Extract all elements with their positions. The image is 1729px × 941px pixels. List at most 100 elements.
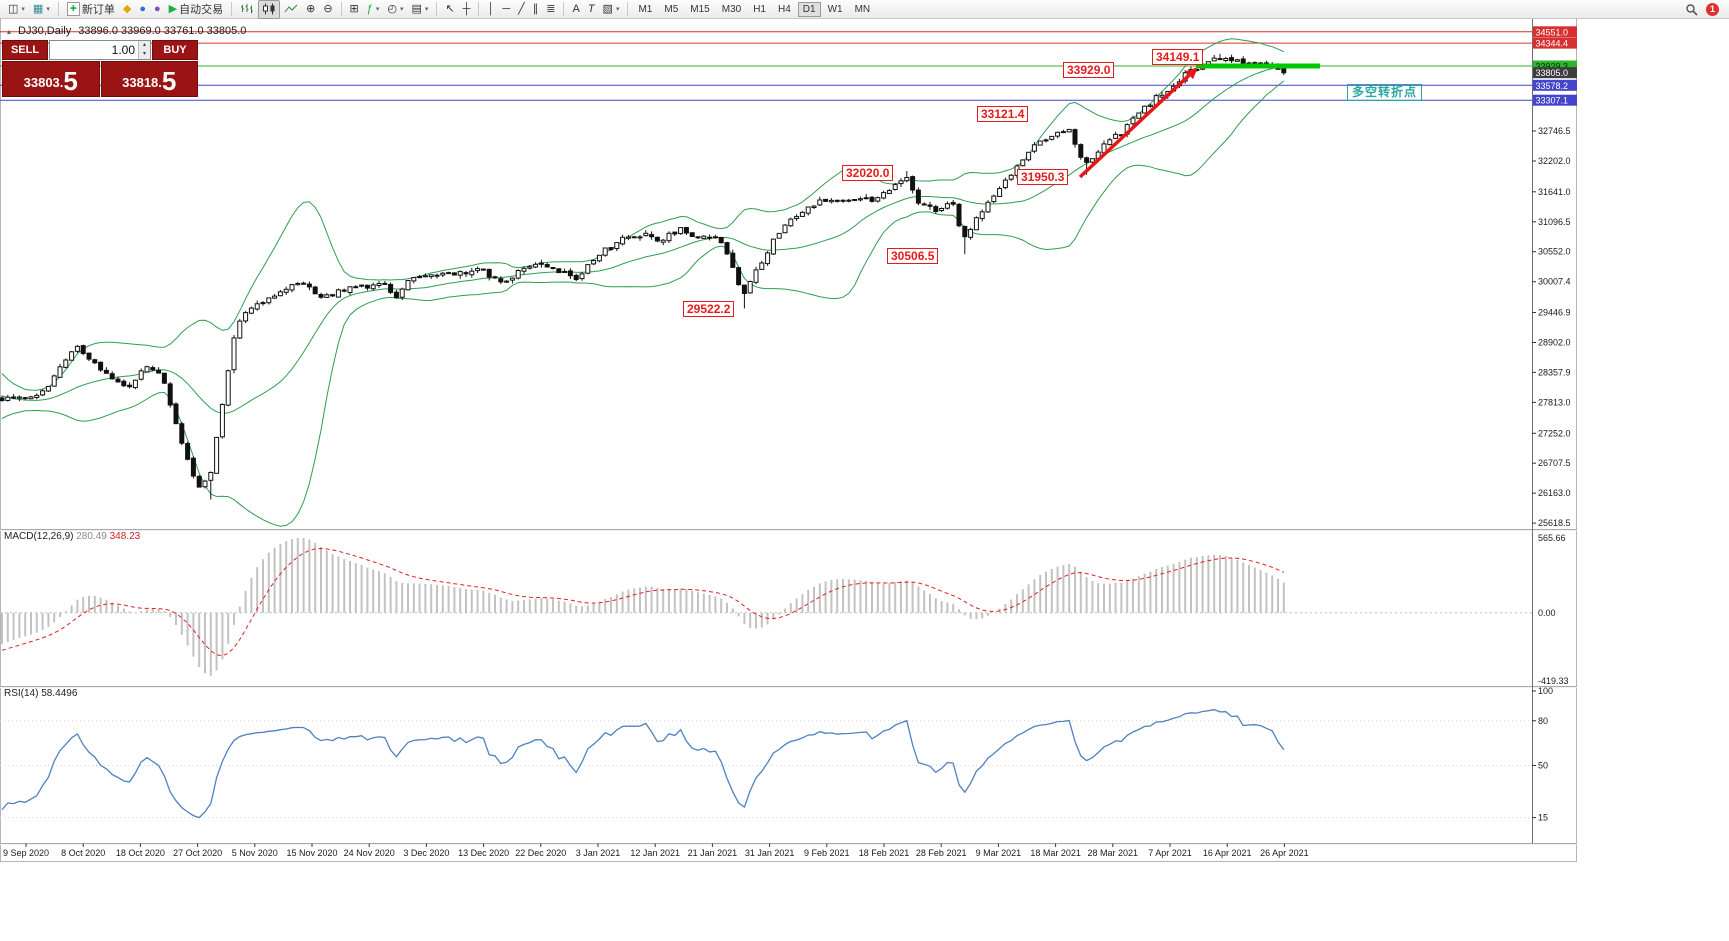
- zoom-in-button[interactable]: ⊕: [302, 0, 319, 19]
- macd-name: MACD(12,26,9): [4, 531, 74, 542]
- buy-button[interactable]: BUY: [152, 40, 198, 60]
- macd-label: MACD(12,26,9) 280.49 348.23: [4, 531, 140, 542]
- date-label: 5 Nov 2020: [232, 848, 278, 858]
- price-tick-label: 32746.5: [1538, 126, 1571, 136]
- buy-price[interactable]: 33818. 5: [100, 61, 198, 97]
- timeframe-h4-button[interactable]: H4: [777, 3, 791, 15]
- dropdown-icon: ▾: [46, 6, 50, 13]
- text-button[interactable]: A: [568, 0, 583, 19]
- main-pane: [0, 38, 1320, 527]
- price-annotation: 33121.4: [977, 106, 1029, 122]
- axis-price-label: 33578.2: [1536, 81, 1569, 91]
- price-annotation: 32020.0: [842, 165, 894, 181]
- new-chart-button[interactable]: ◫ ▾: [4, 0, 29, 19]
- chart-symbol-period: DJ30,Daily: [18, 25, 72, 37]
- cursor-icon: ↖: [445, 2, 455, 15]
- new-chart-icon: ◫: [8, 2, 19, 15]
- price-tick-label: 28357.9: [1538, 367, 1571, 377]
- fibonacci-button[interactable]: ≣: [542, 0, 559, 19]
- metaeditor-button[interactable]: ◆: [119, 0, 135, 19]
- date-label: 3 Jan 2021: [576, 848, 621, 858]
- toolbar-separator: [627, 2, 629, 16]
- metaeditor-icon: ◆: [122, 2, 132, 15]
- candlestick-chart-button[interactable]: [258, 0, 281, 19]
- timeframe-m30-button[interactable]: M30: [721, 3, 742, 15]
- notifications-badge[interactable]: 1: [1706, 2, 1719, 16]
- candles-layer: [0, 53, 1287, 500]
- macd-value-signal: 348.23: [109, 531, 141, 542]
- sell-button[interactable]: SELL: [2, 40, 48, 60]
- indicators-button[interactable]: ƒ ▾: [363, 0, 384, 19]
- line-chart-button[interactable]: [280, 0, 302, 19]
- profiles-icon: ▦: [32, 2, 44, 15]
- timeframe-group: M1 M5 M15 M30 H1 H4 D1 W1 MN: [632, 1, 876, 17]
- market-watch-icon: ●: [139, 2, 146, 15]
- crosshair-icon: ┼: [462, 2, 471, 15]
- new-order-button[interactable]: ✚ 新订单: [63, 0, 119, 19]
- axis-price-label: 34344.4: [1536, 39, 1569, 49]
- search-button[interactable]: [1681, 0, 1702, 19]
- fibonacci-icon: ≣: [546, 2, 556, 15]
- templates-button[interactable]: ▤ ▾: [408, 0, 433, 19]
- buy-price-head: 33818.: [122, 75, 162, 90]
- zoom-out-button[interactable]: ⊖: [319, 0, 336, 19]
- autotrading-button[interactable]: ▶ 自动交易: [165, 0, 227, 19]
- rsi-name: RSI(14): [4, 688, 39, 699]
- panel-toggle-icon[interactable]: ▴: [7, 26, 12, 36]
- horizontal-line-button[interactable]: ─: [498, 0, 514, 19]
- volume-decrease-button[interactable]: ▾: [139, 50, 150, 59]
- horizontal-line-icon: ─: [502, 2, 511, 15]
- tile-windows-icon: ⊞: [349, 2, 359, 15]
- shapes-button[interactable]: ▧ ▾: [599, 0, 624, 19]
- templates-icon: ▤: [411, 2, 422, 15]
- tile-windows-button[interactable]: ⊞: [346, 0, 363, 19]
- bollinger-lower-band: [1, 80, 1285, 527]
- price-tick-label: 26707.5: [1538, 458, 1571, 468]
- price-annotation: 29522.2: [683, 301, 735, 317]
- price-tick-label: 32202.0: [1538, 156, 1571, 166]
- note-annotation: 多空转折点: [1347, 84, 1423, 101]
- zoom-out-icon: ⊖: [323, 2, 333, 15]
- profiles-button[interactable]: ▦ ▾: [29, 0, 54, 19]
- date-label: 28 Mar 2021: [1088, 848, 1139, 858]
- vertical-line-button[interactable]: │: [483, 0, 498, 19]
- date-label: 26 Apr 2021: [1260, 848, 1309, 858]
- zoom-in-icon: ⊕: [306, 2, 316, 15]
- timeframe-m1-button[interactable]: M1: [638, 3, 653, 15]
- date-label: 9 Mar 2021: [976, 848, 1022, 858]
- timeframe-m5-button[interactable]: M5: [664, 3, 679, 15]
- date-label: 18 Oct 2020: [116, 848, 165, 858]
- market-watch-button[interactable]: ●: [135, 0, 150, 19]
- dropdown-icon: ▾: [21, 6, 25, 13]
- indicators-icon: ƒ: [366, 2, 373, 15]
- channel-button[interactable]: ∥: [529, 0, 543, 19]
- timeframe-d1-button[interactable]: D1: [797, 1, 821, 17]
- periods-button[interactable]: ◴ ▾: [383, 0, 407, 19]
- timeframe-h1-button[interactable]: H1: [753, 3, 766, 15]
- trend-arrow-head: [1185, 67, 1198, 80]
- timeframe-mn-button[interactable]: MN: [854, 3, 871, 15]
- date-label: 3 Dec 2020: [403, 848, 449, 858]
- trendline-button[interactable]: ╱: [514, 0, 529, 19]
- timeframe-m15-button[interactable]: M15: [690, 3, 710, 15]
- date-label: 12 Jan 2021: [630, 848, 680, 858]
- volume-increase-button[interactable]: ▴: [139, 41, 150, 50]
- crosshair-button[interactable]: ┼: [459, 0, 475, 19]
- text-label-button[interactable]: T: [584, 0, 599, 19]
- date-label: 9 Feb 2021: [804, 848, 850, 858]
- dropdown-icon: ▾: [400, 6, 404, 13]
- price-annotation: 34149.1: [1152, 49, 1204, 65]
- navigator-button[interactable]: ●: [150, 0, 165, 19]
- bar-chart-button[interactable]: [236, 0, 258, 19]
- date-label: 9 Sep 2020: [3, 848, 49, 858]
- volume-value[interactable]: 1.00: [111, 43, 135, 57]
- chart-ohlc-values: 33896.0 33969.0 33761.0 33805.0: [78, 25, 247, 37]
- volume-field[interactable]: 1.00 ▴ ▾: [49, 40, 151, 60]
- timeframe-w1-button[interactable]: W1: [827, 3, 843, 15]
- date-label: 18 Mar 2021: [1030, 848, 1081, 858]
- date-label: 21 Jan 2021: [688, 848, 738, 858]
- sell-price[interactable]: 33803. 5: [2, 61, 100, 97]
- cursor-button[interactable]: ↖: [441, 0, 458, 19]
